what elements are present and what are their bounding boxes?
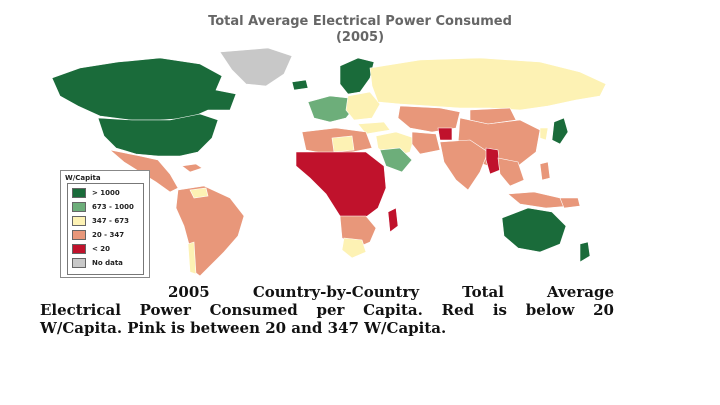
- region-chile: [187, 241, 197, 275]
- region-madagascar: [387, 207, 399, 233]
- legend-label: No data: [92, 259, 123, 267]
- legend-label: 20 - 347: [92, 231, 125, 239]
- region-eastern-europe: [345, 91, 381, 121]
- region-turkey: [357, 121, 391, 135]
- region-usa: [97, 113, 219, 157]
- legend-swatch: [72, 258, 86, 268]
- legend-swatch: [72, 202, 86, 212]
- region-south-america: [175, 185, 245, 277]
- region-new-zealand: [579, 241, 591, 263]
- legend-swatch: [72, 230, 86, 240]
- legend-box: > 1000 673 - 1000 347 - 673 20 - 347 < 2…: [67, 183, 144, 275]
- legend-title: W/Capita: [65, 174, 101, 182]
- legend-label: 673 - 1000: [92, 203, 134, 211]
- legend-item: < 20: [72, 244, 142, 255]
- region-russia: [369, 57, 607, 111]
- region-south-africa: [341, 237, 367, 259]
- legend-swatch: [72, 216, 86, 226]
- world-map: [51, 48, 607, 277]
- region-venezuela: [189, 187, 209, 199]
- caption: 2005 Country-by-Country Total Average El…: [40, 283, 614, 337]
- legend-item: 673 - 1000: [72, 202, 142, 213]
- caption-line: W/Capita. Pink is between 20 and 347 W/C…: [40, 319, 447, 337]
- region-australia: [501, 207, 567, 253]
- legend-item: 20 - 347: [72, 230, 142, 241]
- region-iran: [411, 131, 441, 155]
- region-libya: [331, 135, 355, 153]
- region-central-africa: [295, 151, 387, 221]
- region-caribbean: [181, 163, 203, 173]
- legend-label: < 20: [92, 245, 111, 253]
- region-papua: [559, 197, 581, 209]
- legend-item: 347 - 673: [72, 216, 142, 227]
- region-myanmar: [485, 147, 501, 175]
- region-saudi: [379, 147, 413, 173]
- map-year: (2005): [335, 30, 385, 45]
- region-southeast-asia: [497, 157, 525, 187]
- caption-line: 2005 Country-by-Country Total Average: [168, 283, 614, 301]
- region-korea: [539, 127, 549, 141]
- legend-label: > 1000: [92, 189, 120, 197]
- region-philippines: [539, 161, 551, 181]
- region-scandinavia: [339, 57, 375, 95]
- legend-swatch: [72, 244, 86, 254]
- caption-line: Electrical Power Consumed per Capita. Re…: [40, 301, 614, 319]
- legend-item: No data: [72, 258, 142, 269]
- region-iceland: [291, 79, 309, 91]
- region-canada-alaska: [51, 57, 237, 121]
- legend-item: > 1000: [72, 188, 142, 199]
- legend-swatch: [72, 188, 86, 198]
- map-legend: W/Capita > 1000 673 - 1000 347 - 673 20 …: [60, 170, 150, 278]
- region-india: [439, 139, 489, 191]
- region-greenland: [219, 48, 293, 87]
- legend-label: 347 - 673: [92, 217, 130, 225]
- region-japan: [551, 117, 569, 145]
- region-afghanistan: [437, 127, 453, 141]
- map-title: Total Average Electrical Power Consumed: [208, 14, 512, 29]
